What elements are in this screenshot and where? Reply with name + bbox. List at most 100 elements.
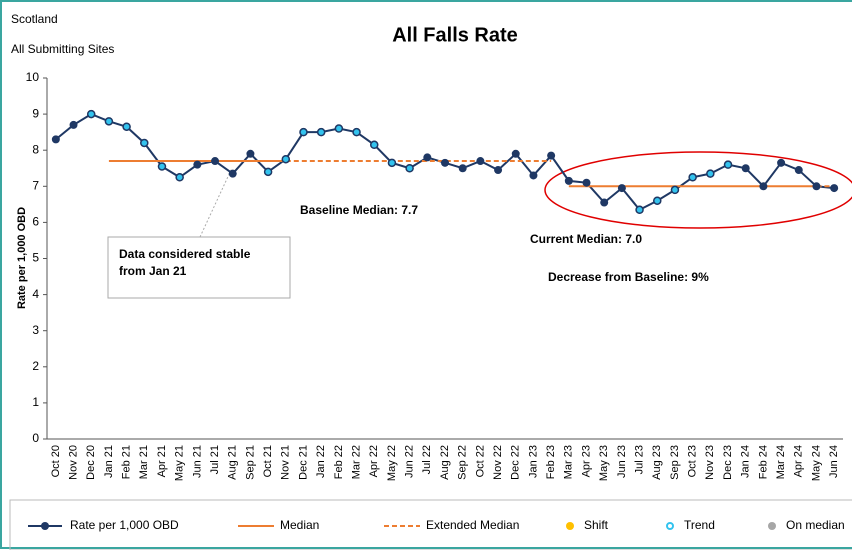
y-tick-label: 6 (32, 215, 39, 229)
trend-point (688, 173, 697, 182)
data-point (830, 184, 839, 193)
x-tick-label: Jul 21 (209, 445, 221, 474)
y-tick-label: 4 (32, 287, 39, 301)
x-tick-label: Aug 22 (439, 445, 451, 480)
trend-point (140, 138, 149, 148)
data-point (547, 151, 556, 160)
x-tick-label: Dec 22 (510, 445, 522, 480)
annotation: from Jan 21 (119, 264, 187, 278)
x-tick-label: Nov 23 (704, 445, 716, 480)
data-point (812, 182, 821, 191)
data-point (794, 166, 803, 175)
x-tick-label: May 21 (174, 445, 186, 481)
data-point (69, 120, 78, 129)
y-tick-label: 9 (32, 106, 39, 120)
x-tick-label: Oct 21 (262, 445, 274, 477)
chart-title: All Falls Rate (392, 24, 518, 46)
trend-point (723, 160, 733, 169)
trend-point (299, 127, 308, 137)
trend-point (86, 109, 96, 119)
pointer-line (199, 167, 233, 238)
x-tick-label: Apr 23 (580, 445, 592, 477)
y-tick-label: 3 (32, 323, 39, 337)
legend-swatch (41, 522, 49, 530)
x-tick-label: Oct 23 (687, 445, 699, 477)
subtitle: All Submitting Sites (11, 42, 114, 56)
x-tick-label: Mar 24 (775, 445, 787, 479)
x-tick-label: Jun 22 (404, 445, 416, 478)
legend-label: Trend (684, 518, 715, 532)
x-tick-label: Apr 24 (793, 445, 805, 477)
trend-point (104, 117, 114, 126)
legend-box (9, 499, 852, 550)
x-tick-label: Dec 21 (297, 445, 309, 480)
data-point (441, 158, 449, 167)
x-tick-label: Feb 24 (757, 445, 769, 479)
x-tick-label: Apr 21 (156, 445, 168, 477)
trend-point (387, 158, 397, 168)
legend-label: Median (280, 518, 319, 532)
x-tick-label: Oct 20 (50, 445, 62, 477)
annotation: Baseline Median: 7.7 (300, 203, 418, 217)
x-tick-label: Mar 22 (350, 445, 362, 479)
x-tick-label: Nov 20 (67, 445, 79, 480)
data-point (211, 157, 220, 166)
y-tick-label: 1 (32, 395, 39, 409)
x-tick-label: Aug 23 (651, 445, 663, 480)
x-tick-label: Jan 21 (103, 445, 115, 478)
trend-point (405, 164, 414, 173)
y-tick-label: 7 (32, 178, 39, 192)
x-tick-label: Jun 23 (616, 445, 628, 478)
data-point (458, 164, 467, 173)
x-tick-label: Apr 22 (368, 445, 380, 477)
trend-point (653, 196, 662, 205)
x-tick-label: Sep 21 (244, 445, 256, 480)
legend-label: Shift (584, 518, 609, 532)
legend-label: Extended Median (426, 518, 519, 532)
trend-point (352, 127, 361, 137)
data-point (476, 157, 485, 166)
trend-point (122, 122, 131, 131)
x-tick-label: May 22 (386, 445, 398, 481)
trend-point (369, 140, 379, 150)
annotation: Current Median: 7.0 (530, 232, 642, 246)
trend-point (706, 169, 715, 178)
legend-label: On median (786, 518, 845, 532)
data-point (582, 178, 591, 187)
data-point (494, 166, 503, 175)
annotation-box (107, 236, 291, 299)
trend-point (157, 162, 167, 171)
x-tick-label: May 23 (598, 445, 610, 481)
data-point (600, 198, 609, 207)
y-tick-label: 2 (32, 359, 39, 373)
trend-point (263, 167, 273, 177)
trend-point (670, 185, 680, 195)
x-tick-label: Oct 22 (474, 445, 486, 477)
x-tick-label: Jul 22 (421, 445, 433, 474)
y-tick-label: 8 (32, 142, 39, 156)
x-tick-label: Jun 24 (828, 445, 840, 478)
x-tick-label: Mar 21 (138, 445, 150, 479)
data-point (777, 158, 786, 167)
data-point (228, 169, 237, 178)
x-tick-label: May 24 (810, 445, 822, 481)
x-tick-label: Sep 23 (669, 445, 681, 480)
trend-point (281, 154, 291, 164)
data-point (423, 153, 432, 162)
x-tick-label: Jun 21 (191, 445, 203, 478)
data-point (193, 160, 202, 169)
x-tick-label: Sep 22 (457, 445, 469, 480)
annotation: Data considered stable (119, 247, 251, 261)
data-point (741, 164, 750, 173)
legend-swatch (566, 522, 574, 530)
data-point (564, 176, 573, 185)
legend-label: Rate per 1,000 OBD (70, 518, 179, 532)
trend-point (175, 173, 184, 182)
x-tick-label: Feb 21 (121, 445, 133, 479)
trend-point (316, 127, 326, 137)
x-tick-label: Nov 22 (492, 445, 504, 480)
x-tick-label: Aug 21 (227, 445, 239, 480)
x-tick-label: Mar 23 (563, 445, 575, 479)
data-point (759, 182, 768, 191)
